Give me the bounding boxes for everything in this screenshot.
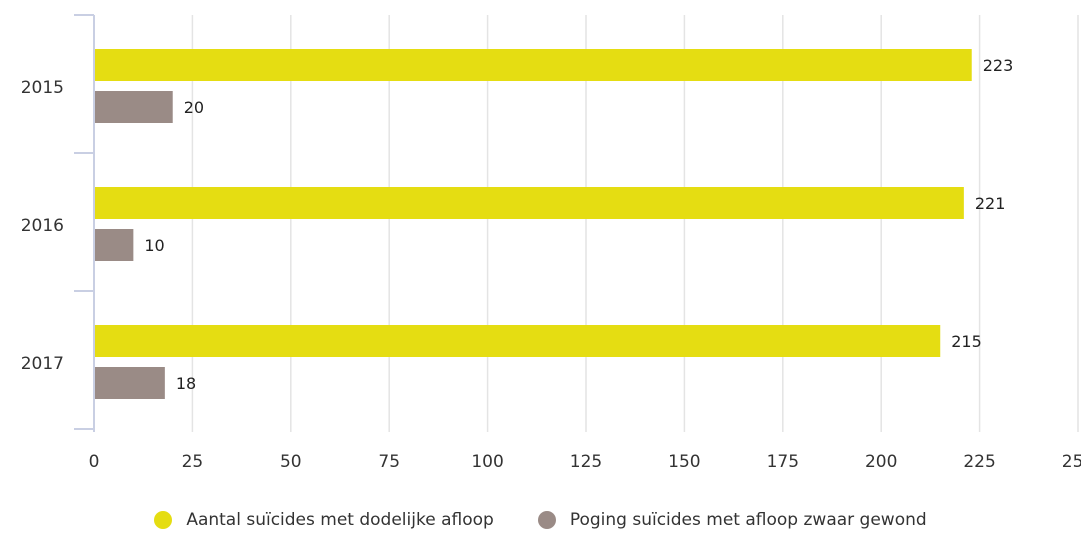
bar: [95, 49, 972, 81]
x-tick-label: 150: [668, 452, 700, 472]
data-label: 221: [975, 194, 1006, 213]
data-label: 215: [951, 332, 982, 351]
legend-item-series-1: Aantal suïcides met dodelijke afloop: [154, 510, 494, 530]
legend-swatch-series-2: [537, 511, 556, 529]
data-label: 20: [184, 98, 204, 117]
x-tick-label: 200: [865, 452, 897, 472]
data-labels: 223 20 221 10 215 18: [144, 56, 1013, 393]
x-axis-ticks: 0 25 50 75 100 125 150 175 200 225 250: [89, 452, 1081, 472]
x-tick-label: 225: [963, 452, 995, 472]
data-label: 223: [983, 56, 1014, 75]
bar-chart: 2015 2016 2017 223 20 221 10 215 18 0 25 50 75 100 1…: [21, 14, 1081, 472]
x-tick-label: 50: [280, 452, 302, 472]
category-label: 2016: [21, 216, 64, 236]
legend-swatch-series-1: [154, 511, 173, 529]
x-tick-label: 100: [471, 452, 503, 472]
x-tick-label: 175: [767, 452, 799, 472]
legend-label-series-1: Aantal suïcides met dodelijke afloop: [186, 510, 494, 530]
legend-item-series-2: Poging suïcides met afloop zwaar gewond: [537, 510, 927, 530]
data-label: 10: [144, 236, 164, 255]
bar: [95, 367, 165, 399]
x-tick-label: 25: [182, 452, 204, 472]
x-tick-label: 125: [570, 452, 602, 472]
bar: [95, 91, 173, 123]
x-tick-label: 0: [89, 452, 100, 472]
bars: [95, 49, 972, 399]
bar: [95, 229, 134, 261]
x-tick-label: 250: [1062, 452, 1081, 472]
category-label: 2017: [21, 354, 64, 374]
x-tick-label: 75: [378, 452, 400, 472]
data-label: 18: [176, 374, 196, 393]
bar: [95, 325, 941, 357]
gridlines: [191, 15, 1079, 432]
legend: Aantal suïcides met dodelijke afloop Pog…: [0, 508, 1081, 532]
legend-label-series-2: Poging suïcides met afloop zwaar gewond: [569, 510, 927, 530]
bar: [95, 187, 964, 219]
category-label: 2015: [21, 78, 64, 98]
category-axis: 2015 2016 2017: [21, 14, 95, 432]
